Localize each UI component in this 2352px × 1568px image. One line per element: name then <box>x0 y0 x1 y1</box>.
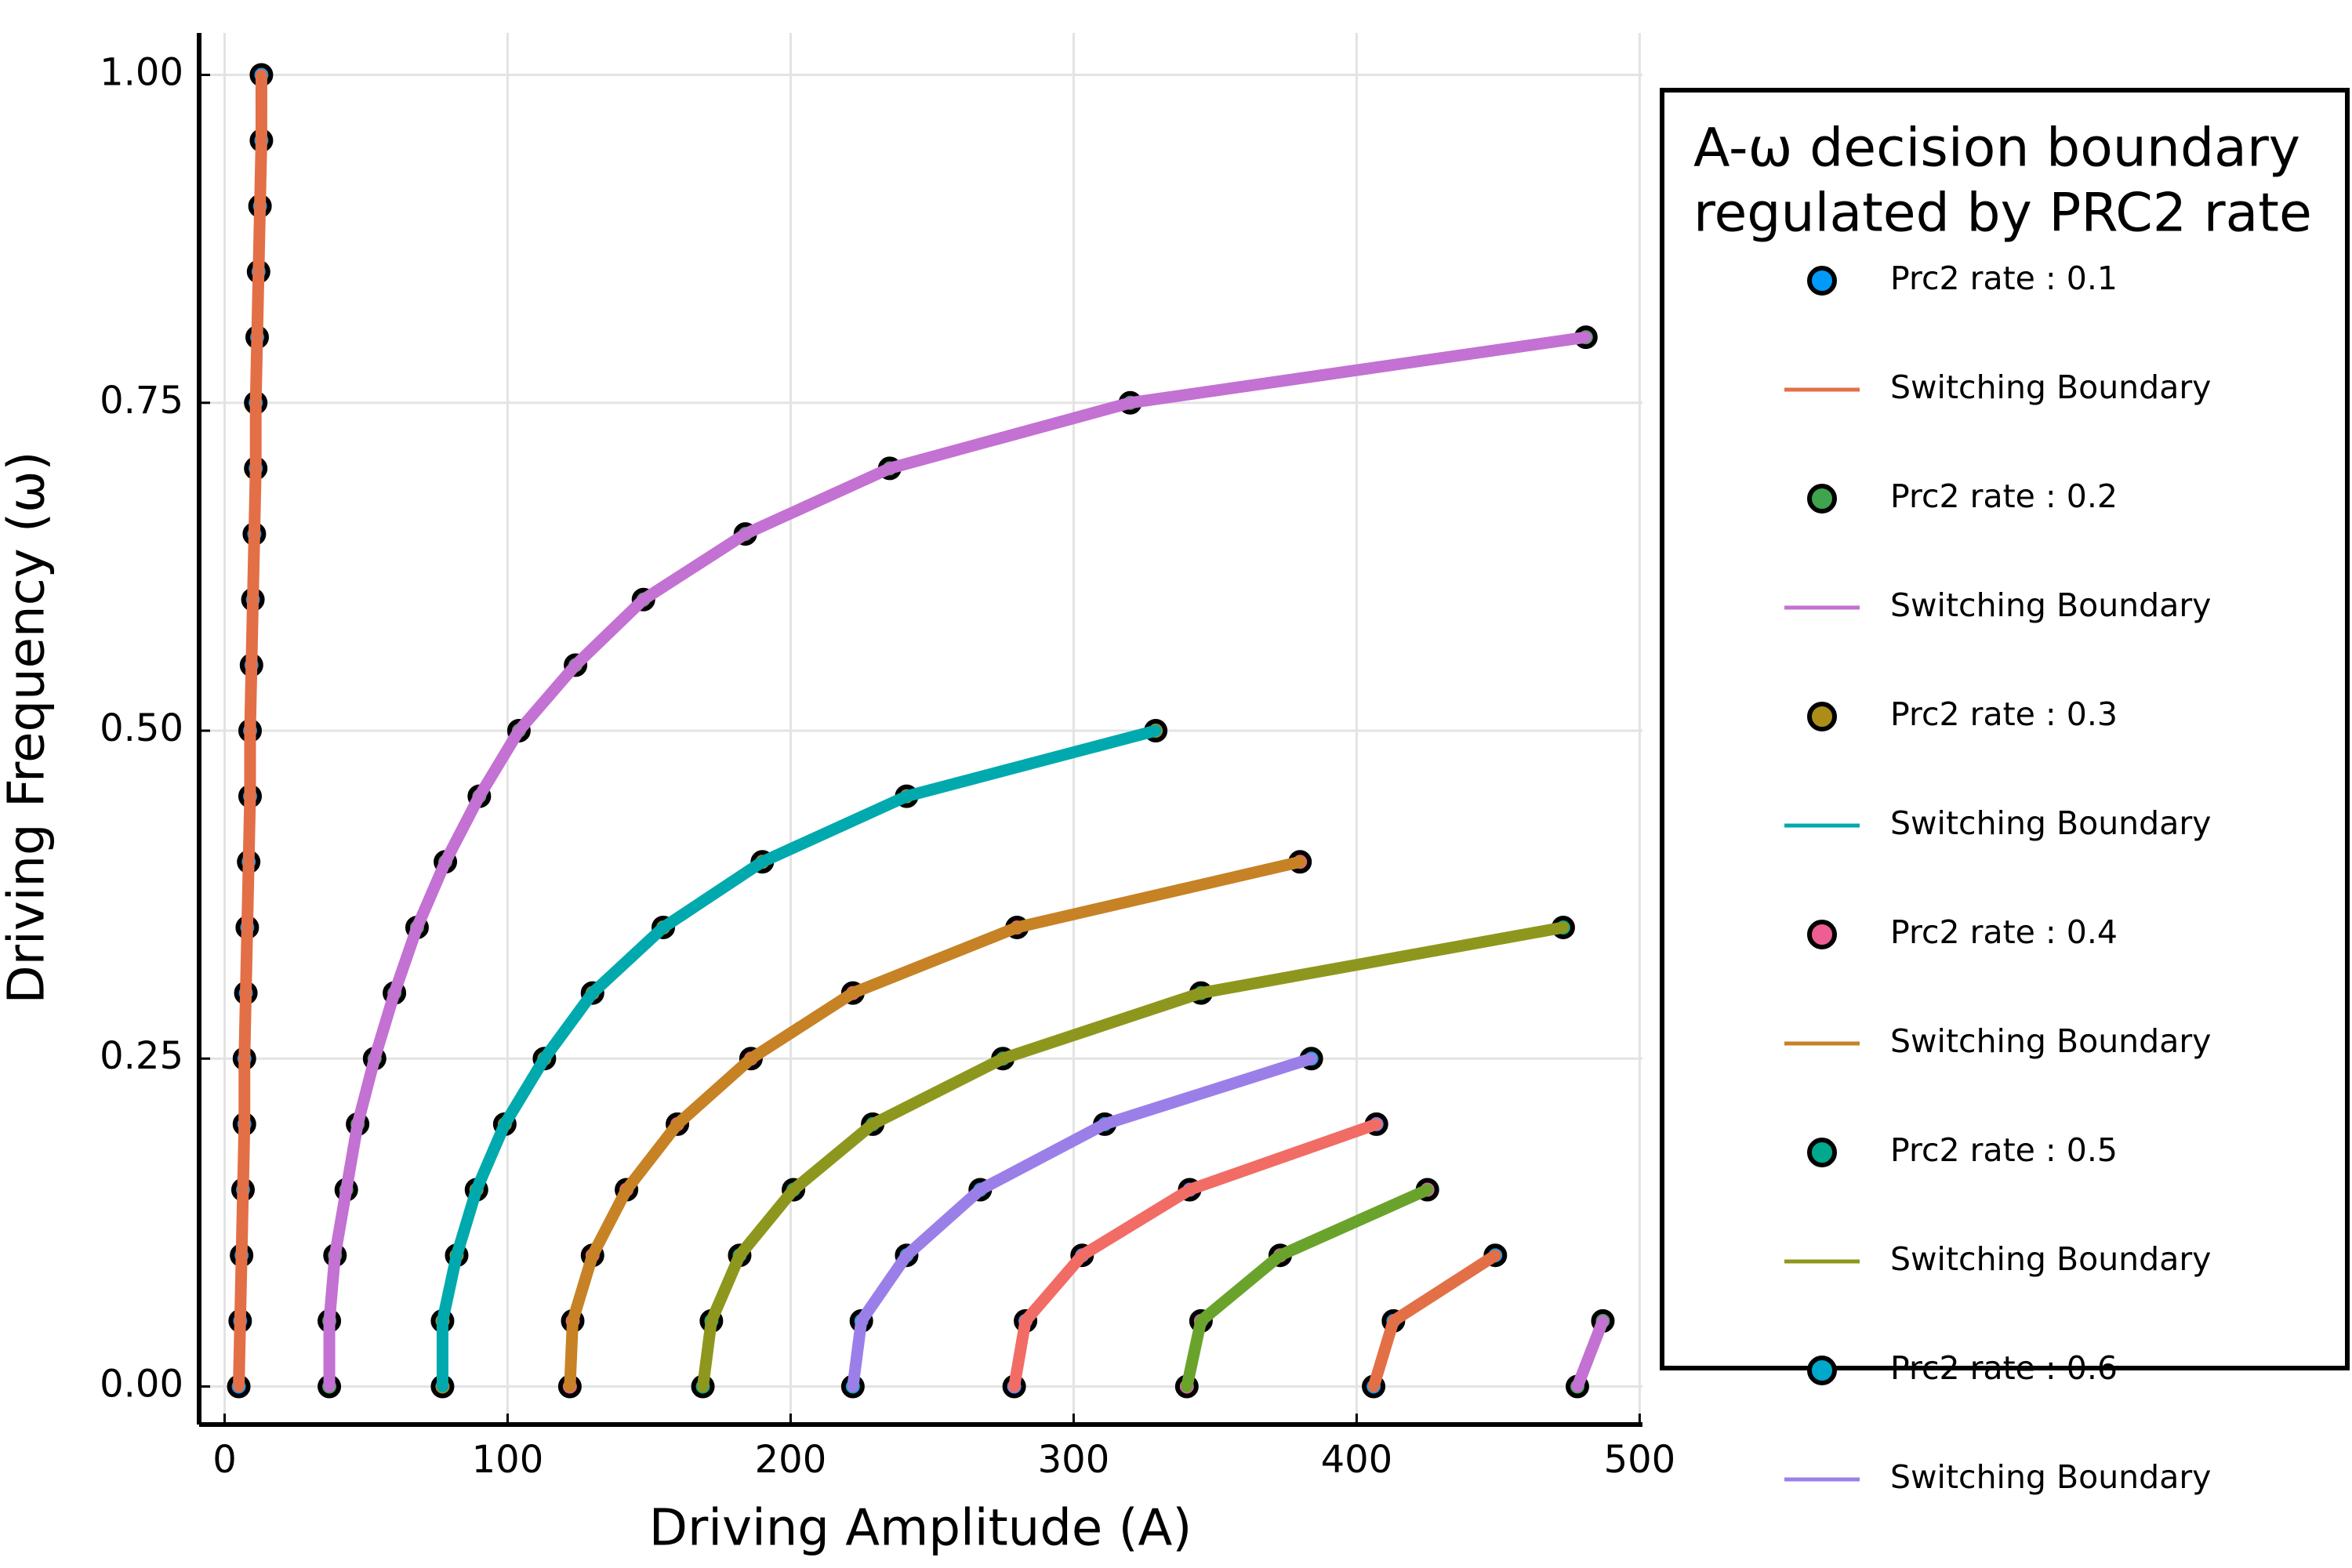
legend-text: Switching Boundary <box>1890 1022 2211 1060</box>
legend-title: A-ω decision boundary <box>1693 118 2300 180</box>
legend-text: Prc2 rate : 0.1 <box>1890 260 2118 297</box>
x-tick-label: 100 <box>472 1438 544 1482</box>
legend-marker <box>1807 266 1837 296</box>
y-tick-label: 1.00 <box>100 51 183 95</box>
boundary-line <box>1008 1118 1383 1392</box>
boundary-line <box>233 69 267 1392</box>
legend-marker <box>1807 484 1837 514</box>
y-tick-label: 0.75 <box>100 379 183 423</box>
y-axis-label: Driving Frequency (ω) <box>0 451 56 1004</box>
grid <box>199 33 1642 1425</box>
y-tick-label: 0.50 <box>100 706 183 750</box>
legend-text: Switching Boundary <box>1890 1458 2211 1496</box>
legend-text: Switching Boundary <box>1890 586 2211 624</box>
legend-title: regulated by PRC2 rate <box>1693 183 2312 245</box>
legend-text: Switching Boundary <box>1890 368 2211 406</box>
legend-text: Switching Boundary <box>1890 1240 2211 1278</box>
y-tick-label: 0.25 <box>100 1034 183 1078</box>
x-tick-label: 400 <box>1321 1438 1393 1482</box>
legend-text: Prc2 rate : 0.2 <box>1890 477 2118 515</box>
boundary-line <box>1367 1249 1501 1392</box>
legend-marker <box>1807 1356 1837 1385</box>
boundary-line <box>697 921 1570 1392</box>
x-tick-label: 300 <box>1038 1438 1110 1482</box>
boundary-line <box>1181 1184 1434 1392</box>
legend-marker <box>1807 920 1837 949</box>
legend-text: Prc2 rate : 0.6 <box>1890 1349 2118 1387</box>
boundary-line <box>436 724 1162 1392</box>
legend-box <box>1660 88 2350 1370</box>
legend-text: Switching Boundary <box>1890 804 2211 842</box>
boundary-line <box>847 1052 1318 1392</box>
boundary-line <box>564 855 1306 1392</box>
x-tick-label: 0 <box>212 1438 237 1482</box>
legend-text: Prc2 rate : 0.5 <box>1890 1131 2118 1169</box>
legend-text: Prc2 rate : 0.4 <box>1890 913 2118 951</box>
x-tick-label: 500 <box>1604 1438 1676 1482</box>
x-axis-label: Driving Amplitude (A) <box>649 1500 1192 1558</box>
x-tick-label: 200 <box>755 1438 827 1482</box>
legend-marker <box>1807 1138 1837 1167</box>
y-tick-label: 0.00 <box>100 1362 183 1406</box>
legend-text: Prc2 rate : 0.3 <box>1890 695 2118 733</box>
legend-marker <box>1807 702 1837 731</box>
boundary-line <box>1571 1315 1609 1392</box>
boundary-line <box>323 331 1592 1392</box>
